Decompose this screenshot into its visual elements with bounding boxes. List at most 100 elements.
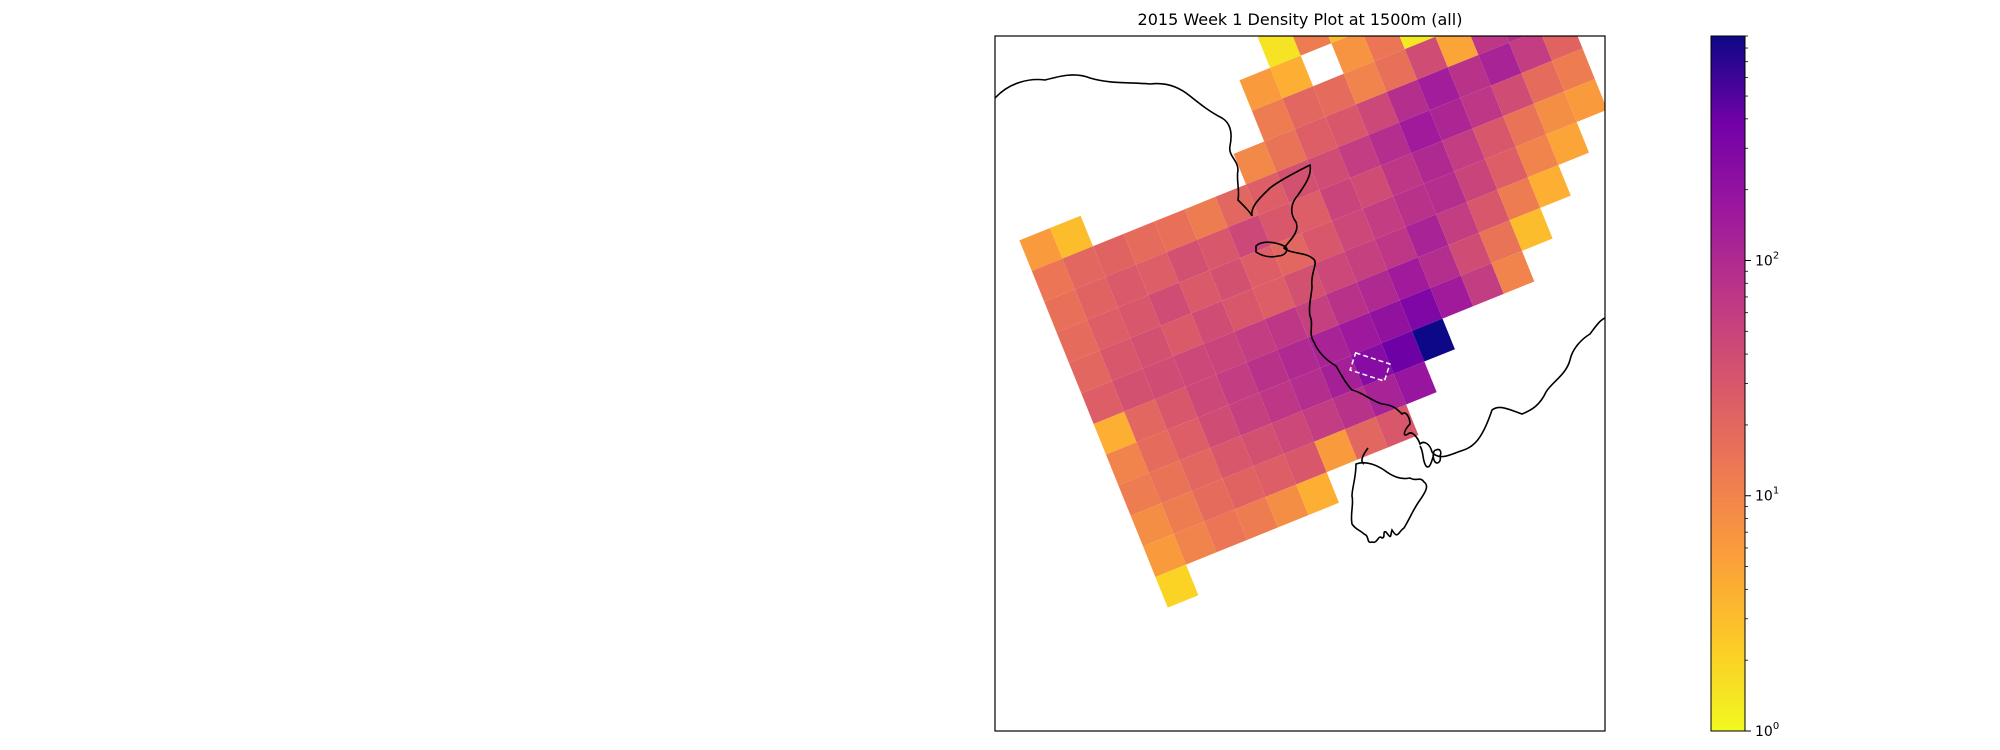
density-cell bbox=[1074, 276, 1118, 320]
density-cell bbox=[1472, 116, 1516, 160]
density-cell bbox=[1106, 442, 1149, 486]
density-cell bbox=[1344, 416, 1388, 460]
density-cell bbox=[1356, 92, 1399, 135]
density-cell bbox=[1393, 361, 1437, 405]
density-cell bbox=[1364, 36, 1405, 62]
density-cell bbox=[1215, 184, 1259, 228]
density-cell bbox=[1460, 263, 1504, 307]
density-cell bbox=[1307, 325, 1351, 368]
density-cell bbox=[1167, 417, 1211, 461]
density-cell bbox=[1264, 306, 1308, 350]
density-cell bbox=[1117, 295, 1161, 339]
density-cell bbox=[1295, 294, 1339, 338]
density-cell bbox=[1124, 399, 1168, 443]
density-cell bbox=[1338, 312, 1382, 356]
density-cell bbox=[1328, 36, 1350, 44]
density-cell bbox=[1081, 381, 1125, 424]
density-cell bbox=[1441, 128, 1485, 172]
density-cell bbox=[1301, 220, 1345, 264]
density-cell bbox=[1307, 147, 1351, 191]
density-cell bbox=[1435, 36, 1479, 68]
colorbar-gradient bbox=[1710, 35, 1746, 732]
density-cell bbox=[1478, 42, 1522, 86]
island-2 bbox=[1432, 448, 1442, 464]
density-cell bbox=[1228, 392, 1272, 436]
density-cell bbox=[1251, 98, 1295, 142]
density-cell bbox=[1386, 79, 1430, 123]
density-cell bbox=[1270, 55, 1314, 99]
density-cell bbox=[1331, 208, 1375, 252]
density-cell bbox=[1105, 264, 1149, 308]
density-cell bbox=[1381, 330, 1425, 374]
density-cell bbox=[1148, 460, 1192, 504]
density-cell bbox=[1184, 196, 1228, 240]
density-cell bbox=[1350, 165, 1394, 209]
density-cell bbox=[1185, 374, 1229, 418]
coastline-mainland-east bbox=[1419, 445, 1435, 468]
density-cell bbox=[1282, 86, 1326, 130]
density-cell bbox=[1210, 435, 1254, 479]
density-cell bbox=[1142, 356, 1186, 400]
density-cell bbox=[1296, 472, 1339, 516]
density-cell bbox=[1429, 97, 1473, 141]
density-cell bbox=[1136, 252, 1179, 296]
density-cell bbox=[1313, 251, 1357, 295]
density-cell bbox=[1362, 196, 1406, 240]
density-cell bbox=[1447, 55, 1491, 98]
density-cell bbox=[1491, 250, 1535, 294]
density-cell bbox=[1417, 245, 1461, 288]
density-cell bbox=[1123, 221, 1167, 265]
density-cell bbox=[1292, 36, 1332, 56]
density-cell bbox=[1240, 423, 1284, 467]
density-cell bbox=[1234, 496, 1278, 540]
density-cell bbox=[1564, 79, 1605, 122]
density-cell bbox=[1541, 36, 1583, 61]
density-cell bbox=[1216, 362, 1259, 406]
density-cell bbox=[1276, 159, 1320, 203]
colorbar-tick-label: 100 bbox=[1755, 721, 1779, 740]
density-cell bbox=[1509, 207, 1553, 251]
colorbar-tick-label: 102 bbox=[1755, 250, 1779, 269]
density-cell bbox=[1515, 134, 1559, 178]
density-cell bbox=[1399, 288, 1443, 331]
density-cell bbox=[1173, 343, 1216, 387]
density-cell bbox=[1166, 239, 1210, 283]
density-cell bbox=[1093, 233, 1136, 277]
plot-frame bbox=[994, 35, 1606, 732]
density-cell bbox=[1356, 269, 1400, 313]
density-cell bbox=[1118, 472, 1162, 516]
density-cell bbox=[1490, 73, 1534, 117]
density-cell bbox=[1393, 183, 1437, 227]
density-cell bbox=[1173, 521, 1217, 565]
density-cell bbox=[1019, 228, 1063, 271]
density-cell bbox=[1271, 411, 1315, 454]
density-cell bbox=[1209, 258, 1253, 301]
density-cell bbox=[1178, 270, 1222, 314]
density-cell bbox=[1283, 441, 1327, 485]
density-cell bbox=[1552, 48, 1595, 92]
highlight-region bbox=[1349, 351, 1391, 383]
density-cell bbox=[1288, 190, 1332, 234]
density-cell bbox=[1265, 484, 1309, 528]
density-cell bbox=[1289, 368, 1333, 411]
density-cell bbox=[1148, 282, 1192, 326]
density-cell bbox=[1160, 313, 1204, 357]
density-cell bbox=[1233, 141, 1277, 185]
density-cell bbox=[1460, 85, 1504, 129]
density-cell bbox=[1484, 146, 1528, 190]
density-cell bbox=[1405, 214, 1449, 258]
tasmania bbox=[1350, 447, 1428, 544]
density-cell bbox=[1277, 337, 1321, 381]
density-cell bbox=[1337, 135, 1381, 178]
density-cell bbox=[1227, 215, 1271, 258]
density-cell bbox=[1056, 319, 1100, 363]
density-cell bbox=[1154, 386, 1198, 430]
density-cell bbox=[1470, 36, 1509, 55]
density-cell bbox=[1294, 116, 1338, 160]
density-cell bbox=[1044, 289, 1088, 333]
density-cell bbox=[1331, 36, 1375, 74]
density-cell bbox=[1417, 67, 1461, 111]
density-cell bbox=[1179, 448, 1223, 491]
